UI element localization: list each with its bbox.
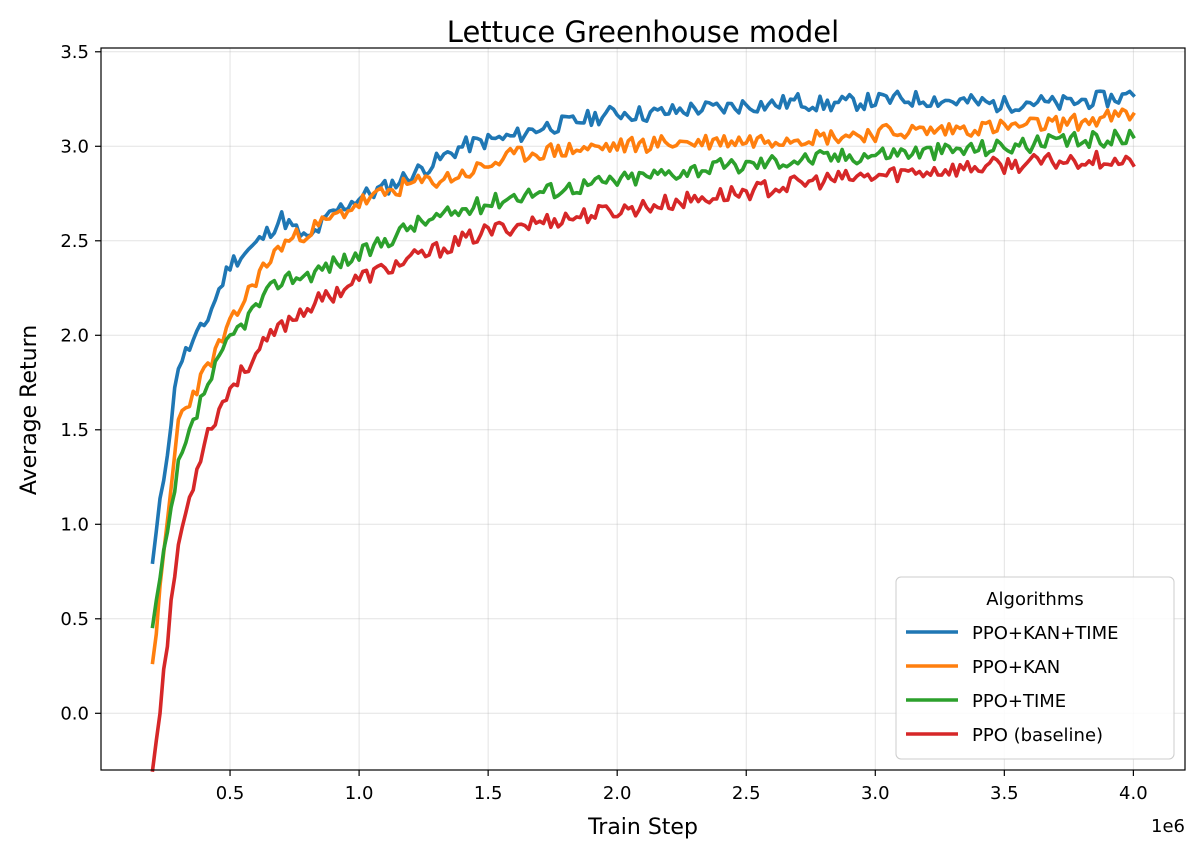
- y-tick-label: 0.5: [60, 609, 89, 630]
- legend-entry-label: PPO+TIME: [972, 691, 1066, 712]
- x-tick-label: 4.0: [1119, 783, 1148, 804]
- x-axis-ticks: 0.5 1.0 1.5 2.0 2.5 3.0 3.5 4.0: [216, 770, 1148, 804]
- x-axis-label: Train Step: [587, 815, 698, 840]
- y-tick-label: 3.5: [60, 42, 89, 63]
- y-tick-label: 2.5: [60, 231, 89, 252]
- series-line: [150, 107, 1136, 665]
- series-line: [150, 128, 1136, 629]
- y-axis-label: Average Return: [17, 325, 42, 495]
- x-tick-label: 2.0: [603, 783, 632, 804]
- x-tick-label: 1.5: [474, 783, 503, 804]
- legend: Algorithms PPO+KAN+TIMEPPO+KANPPO+TIMEPP…: [895, 576, 1175, 760]
- x-tick-label: 3.5: [990, 783, 1019, 804]
- legend-entry-label: PPO+KAN+TIME: [972, 623, 1119, 644]
- chart-title: Lettuce Greenhouse model: [447, 15, 839, 49]
- series-line: [150, 89, 1136, 565]
- plot-frame: [100, 47, 1186, 771]
- y-tick-label: 1.0: [60, 514, 89, 535]
- legend-entries: PPO+KAN+TIME PPO+KAN PPO+TIME PPO (baseline…: [906, 623, 1119, 746]
- y-axis-ticks: 0.0 0.5 1.0 1.5 2.0 2.5 3.0 3.5: [60, 42, 101, 724]
- y-tick-label: 1.5: [60, 420, 89, 441]
- legend-title: Algorithms: [986, 589, 1084, 610]
- legend-entry-label: PPO+KAN: [972, 657, 1060, 678]
- legend-box: [895, 576, 1175, 760]
- series-line: [150, 149, 1136, 773]
- x-tick-label: 2.5: [732, 783, 761, 804]
- y-tick-label: 3.0: [60, 136, 89, 157]
- x-tick-label: 1.0: [345, 783, 374, 804]
- y-tick-label: 0.0: [60, 703, 89, 724]
- y-tick-label: 2.0: [60, 325, 89, 346]
- legend-entry-label: PPO (baseline): [972, 725, 1103, 746]
- x-tick-label: 0.5: [216, 783, 245, 804]
- series-lines: [150, 89, 1136, 773]
- x-axis-offset-label: 1e6: [1151, 816, 1185, 837]
- x-tick-label: 3.0: [861, 783, 890, 804]
